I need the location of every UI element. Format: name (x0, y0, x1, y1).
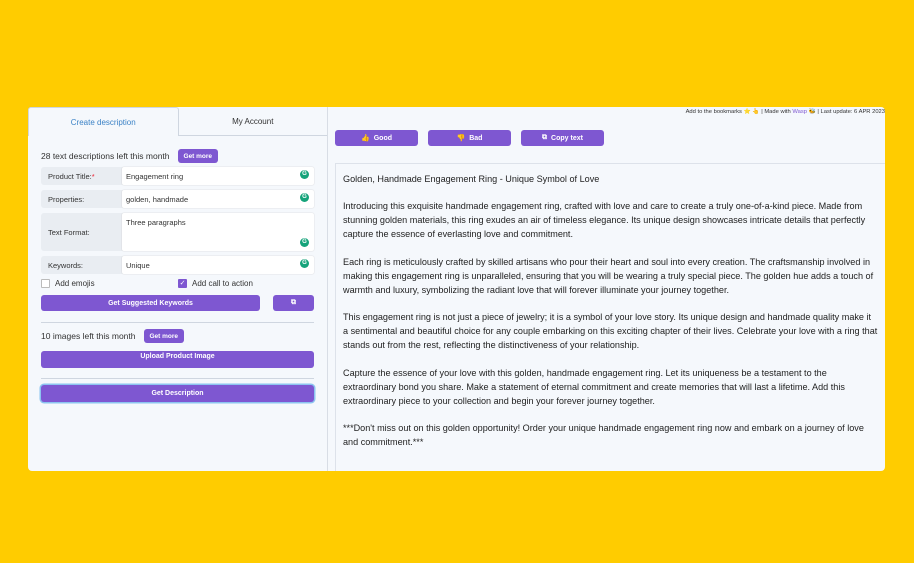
upload-image-button[interactable]: Upload Product Image (41, 351, 314, 368)
copy-keywords-button[interactable]: ⧉ (273, 295, 314, 311)
field-label: Properties: (48, 194, 85, 204)
note-text-end: 🐝 | Last update: 6 APR 2023 (806, 109, 885, 115)
grammarly-icon[interactable]: G (300, 259, 309, 268)
required-marker: * (91, 171, 95, 181)
description-paragraph: Each ring is meticulously crafted by ski… (343, 256, 874, 295)
properties-input[interactable]: golden, handmade G (122, 190, 314, 208)
image-count: 10 images left this month Get more (41, 329, 185, 343)
tabs: Create description My Account (28, 107, 327, 136)
main-card: Add to the bookmarks ⭐ 👆 | Made with Was… (28, 107, 885, 471)
text-count: 28 text descriptions left this month Get… (41, 149, 219, 163)
thumbs-up-icon: 👍 (361, 135, 370, 142)
description-paragraph: Introducing this exquisite handmade enga… (343, 201, 866, 239)
properties-field: Properties: golden, handmade G (41, 190, 314, 208)
feedback-actions: 👍 Good 👎 Bad ⧉ Copy text (335, 130, 604, 146)
bad-button[interactable]: 👎 Bad (428, 130, 511, 146)
image-count-label: 10 images left this month (41, 331, 136, 341)
add-emojis-checkbox[interactable]: Add emojis (41, 279, 95, 288)
description-paragraph: ***Don't miss out on this golden opportu… (343, 423, 864, 447)
description-paragraph: Capture the essence of your love with th… (343, 367, 845, 406)
divider (41, 378, 314, 379)
get-more-images-button[interactable]: Get more (143, 329, 185, 343)
description-title: Golden, Handmade Engagement Ring - Uniqu… (343, 174, 600, 184)
good-button[interactable]: 👍 Good (335, 130, 418, 146)
grammarly-icon[interactable]: G (300, 193, 309, 202)
get-suggested-keywords-button[interactable]: Get Suggested Keywords (41, 295, 260, 311)
text-format-input[interactable]: Three paragraphs G (122, 213, 314, 251)
grammarly-icon[interactable]: G (300, 238, 309, 247)
copy-icon: ⧉ (291, 299, 296, 306)
thumbs-down-icon: 👎 (456, 135, 466, 142)
add-cta-checkbox[interactable]: ✓ Add call to action (178, 279, 253, 288)
header-note: Add to the bookmarks ⭐ 👆 | Made with Was… (686, 109, 885, 115)
get-description-button[interactable]: Get Description (41, 385, 314, 402)
generated-description[interactable]: Golden, Handmade Engagement Ring - Uniqu… (335, 163, 885, 471)
description-paragraph: This engagement ring is not just a piece… (343, 312, 878, 350)
grammarly-icon[interactable]: G (300, 170, 309, 179)
field-label: Keywords: (48, 260, 84, 270)
wasp-link[interactable]: Wasp (792, 109, 807, 115)
field-label: Product Title: (48, 171, 92, 181)
field-label: Text Format: (48, 227, 90, 237)
text-format-field: Text Format: Three paragraphs G (41, 213, 314, 251)
copy-text-button[interactable]: ⧉ Copy text (521, 130, 604, 146)
note-text: Add to the bookmarks ⭐ 👆 | Made with (685, 109, 793, 115)
product-title-input[interactable]: Engagement ring G (122, 167, 314, 185)
product-title-field: Product Title: * Engagement ring G (41, 167, 314, 185)
tab-my-account[interactable]: My Account (232, 117, 274, 126)
get-more-texts-button[interactable]: Get more (177, 149, 219, 163)
keywords-field: Keywords: Unique G (41, 256, 314, 274)
tab-create-description[interactable]: Create description (28, 107, 179, 136)
copy-icon: ⧉ (542, 134, 548, 141)
divider (41, 322, 314, 323)
form-panel: Create description My Account 28 text de… (28, 107, 328, 471)
text-count-label: 28 text descriptions left this month (41, 151, 170, 161)
keywords-input[interactable]: Unique G (122, 256, 314, 274)
